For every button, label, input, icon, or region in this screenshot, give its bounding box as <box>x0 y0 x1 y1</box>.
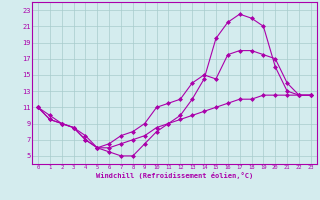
X-axis label: Windchill (Refroidissement éolien,°C): Windchill (Refroidissement éolien,°C) <box>96 172 253 179</box>
